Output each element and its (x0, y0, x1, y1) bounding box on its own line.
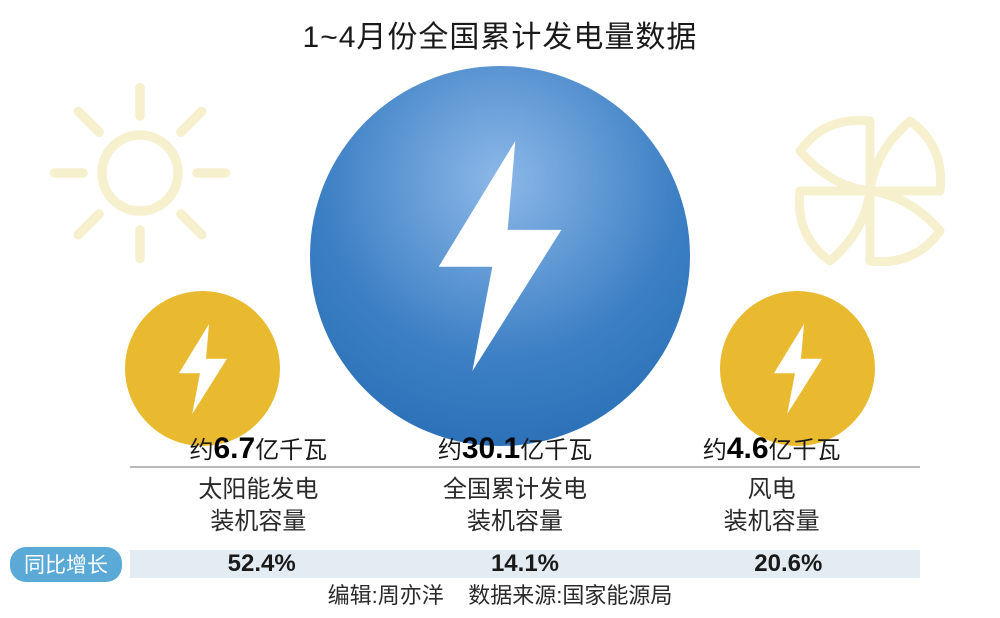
footer: 编辑:周亦洋 数据来源:国家能源局 (0, 578, 1000, 610)
value-suffix: 亿千瓦 (255, 437, 327, 464)
value-number: 4.6 (727, 432, 769, 465)
label-line2: 装机容量 (387, 506, 644, 538)
values-row: 约6.7亿千瓦 约30.1亿千瓦 约4.6亿千瓦 (0, 430, 1000, 466)
value-suffix: 亿千瓦 (769, 437, 841, 464)
bolt-icon (173, 324, 233, 414)
editor-label: 编辑: (328, 583, 378, 608)
label-line2: 装机容量 (643, 506, 900, 538)
labels-row: 太阳能发电 装机容量 全国累计发电 装机容量 风电 装机容量 (0, 474, 1000, 539)
label-line1: 全国累计发电 (387, 474, 644, 506)
value-prefix: 约 (703, 437, 727, 464)
label-line2: 装机容量 (130, 506, 387, 538)
growth-row: 同比增长 52.4% 14.1% 20.6% (0, 548, 1000, 580)
source-label: 数据来源: (468, 583, 562, 608)
center-circle (310, 66, 690, 446)
divider (130, 466, 920, 468)
value-col-right: 约4.6亿千瓦 (643, 430, 900, 466)
label-line1: 太阳能发电 (130, 474, 387, 506)
growth-right: 20.6% (657, 550, 920, 578)
source-name: 国家能源局 (562, 583, 672, 608)
value-col-left: 约6.7亿千瓦 (130, 430, 387, 466)
windmill-icon (770, 91, 970, 291)
value-col-center: 约30.1亿千瓦 (387, 430, 644, 466)
sun-icon (45, 78, 235, 268)
growth-center: 14.1% (393, 550, 656, 578)
value-number: 6.7 (213, 432, 255, 465)
bolt-icon (768, 324, 828, 414)
growth-left: 52.4% (130, 550, 393, 578)
label-col-right: 风电 装机容量 (643, 474, 900, 539)
value-prefix: 约 (438, 437, 462, 464)
growth-bar: 52.4% 14.1% 20.6% (130, 550, 920, 578)
bolt-icon (420, 141, 580, 371)
value-prefix: 约 (189, 437, 213, 464)
chart-area (0, 66, 1000, 466)
editor-name: 周亦洋 (378, 583, 444, 608)
chart-title: 1~4月份全国累计发电量数据 (0, 0, 1000, 56)
value-suffix: 亿千瓦 (520, 437, 592, 464)
left-circle (125, 291, 280, 446)
label-col-center: 全国累计发电 装机容量 (387, 474, 644, 539)
growth-label-pill: 同比增长 (10, 547, 122, 582)
right-circle (720, 291, 875, 446)
value-number: 30.1 (462, 432, 520, 465)
label-line1: 风电 (643, 474, 900, 506)
label-col-left: 太阳能发电 装机容量 (130, 474, 387, 539)
